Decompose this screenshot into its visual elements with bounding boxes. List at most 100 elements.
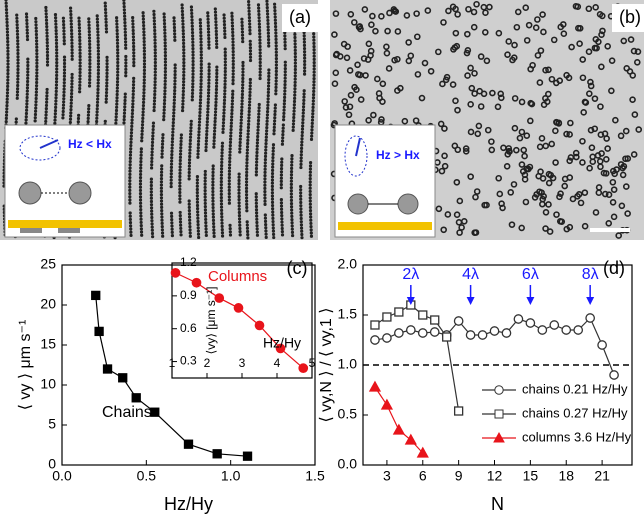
micrograph-dot bbox=[195, 175, 200, 179]
micrograph-dot bbox=[70, 32, 74, 36]
micrograph-dot bbox=[188, 138, 192, 143]
micrograph-dot bbox=[170, 221, 174, 225]
micrograph-dot bbox=[257, 9, 261, 13]
micrograph-dot bbox=[149, 187, 153, 191]
micrograph-dot bbox=[592, 4, 599, 11]
micrograph-dot bbox=[24, 118, 28, 122]
micrograph-dot bbox=[55, 64, 59, 68]
micrograph-dot bbox=[130, 108, 135, 112]
micrograph-dot bbox=[196, 219, 200, 224]
micrograph-dot bbox=[196, 146, 200, 150]
micrograph-dot bbox=[255, 150, 259, 155]
micrograph-dot bbox=[483, 57, 491, 65]
micrograph-dot bbox=[149, 196, 153, 200]
micrograph-dot bbox=[241, 86, 245, 90]
micrograph-dot bbox=[196, 149, 200, 153]
micrograph-dot bbox=[351, 83, 358, 91]
micrograph-dot bbox=[55, 73, 59, 77]
micrograph-dot bbox=[96, 94, 100, 98]
micrograph-dot bbox=[95, 113, 99, 117]
micrograph-dot bbox=[26, 63, 30, 68]
micrograph-dot bbox=[35, 77, 39, 81]
point bbox=[442, 332, 452, 342]
micrograph-dot bbox=[34, 100, 38, 104]
micrograph-dot bbox=[247, 119, 251, 123]
micrograph-dot bbox=[179, 223, 183, 227]
micrograph-dot bbox=[24, 12, 29, 16]
micrograph-dot bbox=[163, 73, 167, 77]
micrograph-dot bbox=[35, 61, 39, 65]
electrode bbox=[20, 228, 42, 233]
micrograph-dot bbox=[441, 152, 448, 160]
micrograph-dot bbox=[214, 23, 218, 27]
micrograph-dot bbox=[274, 69, 278, 74]
micrograph-dot bbox=[279, 204, 284, 208]
micrograph-dot bbox=[299, 220, 303, 224]
micrograph-dot bbox=[299, 204, 303, 208]
micrograph-dot bbox=[129, 140, 133, 144]
micrograph-dot bbox=[88, 68, 92, 72]
micrograph-dot bbox=[214, 87, 219, 92]
micrograph-dot bbox=[131, 35, 136, 39]
micrograph-dot bbox=[245, 202, 249, 206]
micrograph-dot bbox=[299, 210, 303, 214]
micrograph-dot bbox=[223, 57, 227, 61]
micrograph-dot bbox=[16, 48, 20, 52]
point bbox=[429, 327, 440, 337]
micrograph-dot bbox=[308, 177, 312, 181]
micrograph-dot bbox=[195, 191, 199, 195]
micrograph-dot bbox=[203, 173, 207, 177]
inset-a: Hz < Hx bbox=[4, 124, 126, 238]
micrograph-dot bbox=[116, 54, 120, 58]
micrograph-dot bbox=[211, 202, 215, 206]
micrograph-dot bbox=[534, 52, 542, 59]
micrograph-dot bbox=[198, 107, 202, 111]
micrograph-dot bbox=[572, 149, 580, 157]
micrograph-dot bbox=[53, 118, 57, 122]
micrograph-dot bbox=[503, 162, 511, 170]
micrograph-dot bbox=[231, 75, 235, 79]
micrograph-dot bbox=[346, 103, 354, 111]
micrograph-dot bbox=[283, 92, 287, 96]
micrograph-dot bbox=[62, 61, 67, 66]
micrograph-dot bbox=[171, 133, 175, 137]
micrograph-dot bbox=[237, 188, 241, 192]
micrograph-dot bbox=[88, 55, 92, 59]
micrograph-dot bbox=[241, 76, 245, 81]
micrograph-dot bbox=[332, 10, 340, 17]
micrograph-dot bbox=[160, 167, 164, 171]
micrograph-dot bbox=[173, 66, 177, 70]
micrograph-dot bbox=[95, 14, 99, 18]
micrograph-dot bbox=[300, 140, 304, 144]
micrograph-dot bbox=[141, 100, 146, 104]
micrograph-dot bbox=[222, 23, 227, 27]
micrograph-dot bbox=[281, 123, 285, 127]
micrograph-dot bbox=[331, 80, 339, 87]
micrograph-dot bbox=[150, 215, 154, 220]
micrograph-dot bbox=[293, 61, 297, 65]
micrograph-dot bbox=[142, 27, 146, 31]
micrograph-dot bbox=[188, 135, 193, 139]
micrograph-dot bbox=[255, 220, 259, 225]
micrograph-dot bbox=[199, 46, 203, 51]
micrograph-dot bbox=[282, 102, 286, 106]
micrograph-dot bbox=[230, 99, 235, 103]
micrograph-dot bbox=[45, 31, 49, 35]
micrograph-dot bbox=[161, 133, 165, 137]
micrograph-dot bbox=[245, 229, 250, 234]
micrograph-dot bbox=[247, 113, 251, 117]
micrograph-dot bbox=[299, 216, 303, 221]
micrograph-dot bbox=[171, 130, 175, 134]
micrograph-dot bbox=[187, 215, 192, 219]
micrograph-dot bbox=[497, 90, 505, 98]
micrograph-dot bbox=[500, 144, 507, 152]
micrograph-dot bbox=[25, 86, 30, 90]
micrograph-dot bbox=[299, 146, 304, 150]
micrograph-dot bbox=[188, 228, 192, 232]
micrograph-dot bbox=[279, 176, 283, 180]
micrograph-dot bbox=[257, 16, 261, 20]
micrograph-dot bbox=[187, 199, 191, 203]
micrograph-dot bbox=[122, 118, 126, 122]
micrograph-dot bbox=[263, 216, 268, 220]
micrograph-dot bbox=[69, 98, 73, 102]
